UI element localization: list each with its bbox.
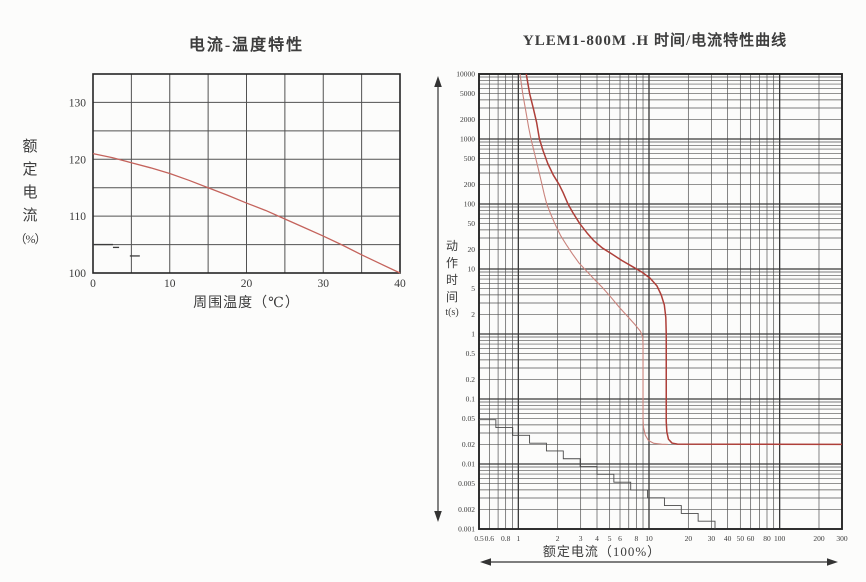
arrow-head-right [827, 558, 838, 566]
y-tick-label: 10 [468, 265, 476, 274]
y-tick-label: 0.01 [462, 460, 475, 469]
y-tick-label: 110 [69, 211, 86, 223]
x-tick-label: 100 [774, 534, 786, 543]
y-tick-label: 100 [69, 268, 87, 280]
y-tick-label: 20 [468, 245, 476, 254]
y-label-char: 时 [445, 273, 458, 287]
y-tick-label: 5 [471, 284, 475, 293]
x-tick-label: 6 [618, 534, 622, 543]
y-tick-label: 1 [471, 330, 475, 339]
y-label-char: 间 [445, 290, 458, 304]
temp-chart-x-axis-label: 周围温度（℃） [193, 296, 300, 311]
x-tick-label: 0.6 [485, 534, 495, 543]
plot-border [478, 73, 843, 530]
y-tick-label: 0.5 [466, 349, 476, 358]
y-label-char: 定 [22, 162, 38, 178]
y-tick-label: 10000 [456, 70, 475, 79]
y-tick-label: 100 [464, 200, 476, 209]
grid [93, 74, 400, 273]
y-label-char: 电 [22, 185, 38, 201]
y-label-char: 额 [22, 139, 38, 155]
x-tick-label: 80 [763, 534, 771, 543]
x-tick-label: 5 [608, 534, 612, 543]
y-range-double-arrow-icon [434, 76, 442, 522]
y-tick-label: 0.005 [458, 479, 475, 488]
trip-chart-y-axis-label: 动 作 时 间 t(s) [441, 238, 463, 320]
plot-border [92, 73, 401, 274]
x-tick-label: 0.8 [501, 534, 511, 543]
y-tick-label: 0.002 [458, 505, 475, 514]
y-label-char: t(s) [445, 307, 459, 318]
x-tick-label: 20 [241, 278, 253, 290]
arrow-head-left [480, 558, 491, 566]
x-tick-label: 1 [516, 534, 520, 543]
y-tick-label: 200 [464, 180, 476, 189]
grid-major [479, 74, 842, 529]
y-label-char: 动 [445, 239, 458, 253]
y-tick-label: 2000 [460, 115, 475, 124]
temp-chart-plot: 100 110 120 130 0 10 20 30 40 [69, 73, 406, 290]
x-tick-label: 0.5 [474, 534, 484, 543]
x-tick-label: 40 [724, 534, 732, 543]
y-tick-label: 0.05 [462, 414, 475, 423]
grid-minor [479, 74, 842, 529]
trip-chart-x-axis-label: 额定电流（100%） [542, 544, 662, 559]
temp-chart-y-axis-label: 额 定 电 流 （%） [12, 136, 48, 251]
trip-chart-plot: 100005000200010005002001005020105210.50.… [434, 70, 848, 566]
x-tick-label: 20 [685, 534, 693, 543]
trip-min-curve [519, 73, 669, 445]
x-tick-label: 50 [737, 534, 745, 543]
trip-chart-title: YLEM1-800M .H 时间/电流特性曲线 [522, 33, 788, 49]
y-tick-label: 2 [471, 310, 475, 319]
x-tick-label: 2 [556, 534, 560, 543]
x-tick-label: 10 [164, 278, 176, 290]
y-tick-label: 0.2 [466, 375, 476, 384]
y-tick-label: 130 [69, 97, 87, 109]
x-range-double-arrow-icon [480, 558, 838, 566]
y-tick-label: 500 [464, 154, 476, 163]
y-label-char: 流 [22, 208, 38, 224]
x-tick-label: 30 [708, 534, 716, 543]
x-tick-label: 10 [645, 534, 653, 543]
x-tick-label: 40 [394, 278, 406, 290]
scan-stair-line [479, 419, 716, 529]
y-label-char: （%） [14, 232, 47, 246]
y-tick-label: 1000 [460, 135, 475, 144]
y-tick-label: 0.02 [462, 440, 475, 449]
arrow-head-down [434, 511, 442, 522]
temp-chart-title: 电流-温度特性 [188, 37, 305, 54]
x-tick-label: 4 [595, 534, 599, 543]
x-tick-label: 300 [836, 534, 848, 543]
trip-max-curve [525, 73, 843, 446]
x-tick-label: 200 [813, 534, 825, 543]
y-tick-label: 120 [69, 154, 87, 166]
x-tick-label: 0 [90, 278, 96, 290]
x-tick-label: 60 [747, 534, 755, 543]
derating-curve [92, 152, 401, 274]
x-tick-label: 8 [634, 534, 638, 543]
x-tick-label: 30 [318, 278, 330, 290]
x-tick-label: 3 [579, 534, 583, 543]
y-label-char: 作 [445, 256, 458, 270]
arrow-head-up [434, 76, 442, 87]
y-tick-label: 0.001 [458, 525, 475, 534]
y-tick-label: 5000 [460, 89, 475, 98]
y-tick-label: 50 [468, 219, 476, 228]
y-tick-label: 0.1 [466, 395, 476, 404]
